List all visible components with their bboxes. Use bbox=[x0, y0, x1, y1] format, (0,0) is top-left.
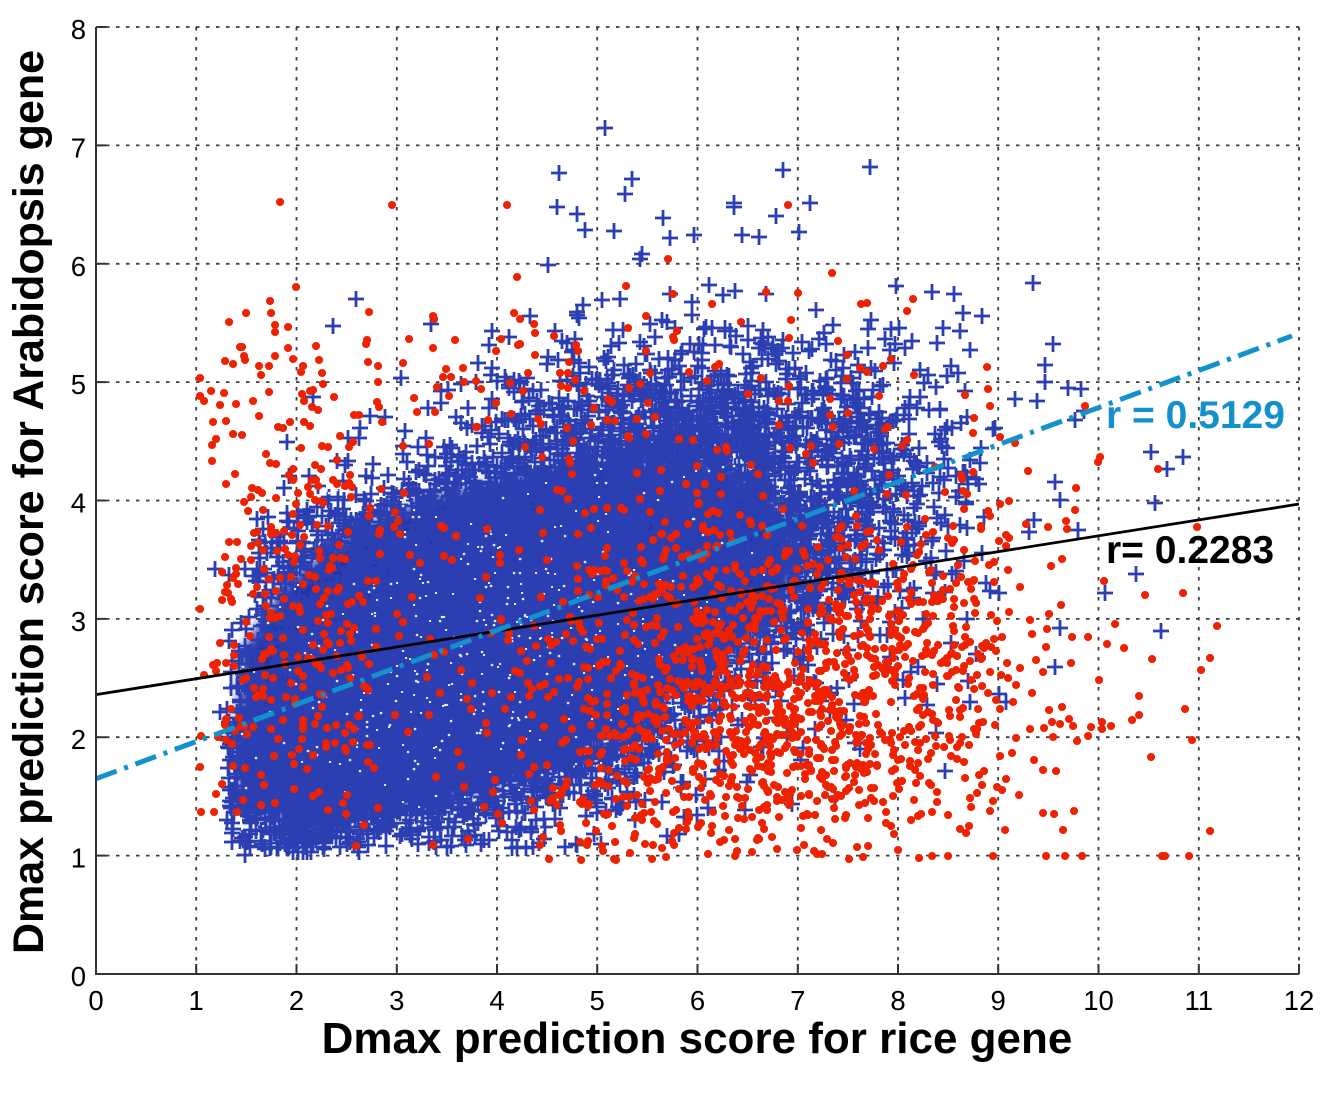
svg-text:4: 4 bbox=[71, 488, 86, 519]
svg-text:9: 9 bbox=[991, 985, 1006, 1016]
svg-text:12: 12 bbox=[1284, 985, 1315, 1016]
svg-text:Dmax prediction score for rice: Dmax prediction score for rice gene bbox=[322, 1014, 1073, 1063]
svg-text:0: 0 bbox=[71, 961, 86, 992]
svg-text:7: 7 bbox=[71, 132, 86, 163]
svg-text:r = 0.5129: r = 0.5129 bbox=[1106, 394, 1285, 437]
svg-text:2: 2 bbox=[289, 985, 304, 1016]
svg-text:5: 5 bbox=[71, 369, 86, 400]
svg-text:6: 6 bbox=[690, 985, 705, 1016]
svg-text:3: 3 bbox=[389, 985, 404, 1016]
svg-text:0: 0 bbox=[88, 985, 103, 1016]
svg-text:Dmax prediction score for Arab: Dmax prediction score for Arabidopsis ge… bbox=[5, 50, 53, 954]
svg-text:8: 8 bbox=[890, 985, 905, 1016]
svg-text:8: 8 bbox=[71, 14, 86, 45]
svg-text:r= 0.2283: r= 0.2283 bbox=[1106, 529, 1274, 572]
svg-text:11: 11 bbox=[1185, 985, 1214, 1016]
svg-text:10: 10 bbox=[1083, 985, 1114, 1016]
svg-text:4: 4 bbox=[489, 985, 504, 1016]
svg-text:7: 7 bbox=[790, 985, 805, 1016]
svg-text:5: 5 bbox=[590, 985, 605, 1016]
svg-text:1: 1 bbox=[189, 985, 204, 1016]
svg-text:3: 3 bbox=[71, 606, 86, 637]
svg-text:6: 6 bbox=[71, 251, 86, 282]
svg-text:2: 2 bbox=[71, 724, 86, 755]
svg-text:1: 1 bbox=[71, 843, 86, 874]
